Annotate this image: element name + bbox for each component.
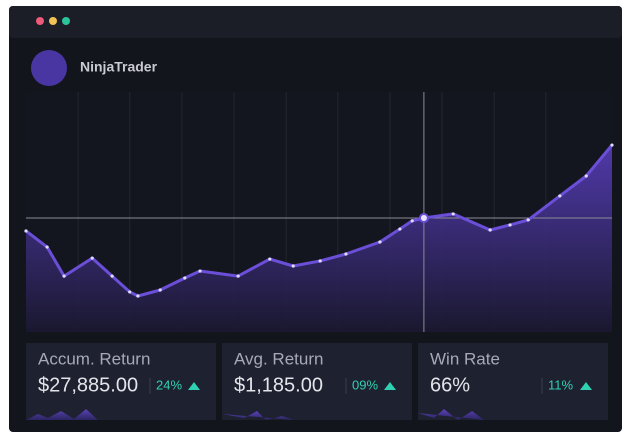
point xyxy=(584,174,588,178)
card-value: 66% xyxy=(430,374,470,396)
app-title: NinjaTrader xyxy=(80,59,158,75)
point xyxy=(558,194,562,198)
point xyxy=(236,274,240,278)
up-arrow xyxy=(188,382,200,390)
point xyxy=(378,240,382,244)
avatar[interactable] xyxy=(31,50,67,86)
stat-card[interactable]: Win Rate 66% 11% xyxy=(418,343,608,420)
up-arrow xyxy=(580,382,592,390)
point xyxy=(610,143,614,147)
point xyxy=(158,288,162,292)
minimize-dot[interactable] xyxy=(49,17,57,25)
point xyxy=(136,294,140,298)
line xyxy=(25,144,614,298)
point xyxy=(344,252,348,256)
point xyxy=(183,276,187,280)
card-change: 11% xyxy=(548,377,573,392)
point xyxy=(398,227,402,231)
card-change: 24% xyxy=(156,377,182,392)
maximize-dot[interactable] xyxy=(62,17,70,25)
point xyxy=(508,223,512,227)
point xyxy=(128,290,132,294)
card-value: $27,885.00 xyxy=(38,374,138,396)
point xyxy=(62,274,66,278)
card-value: $1,185.00 xyxy=(234,374,323,396)
point xyxy=(45,245,49,249)
up-arrow xyxy=(384,382,396,390)
point xyxy=(90,256,94,260)
point xyxy=(24,229,28,233)
sparkline xyxy=(26,409,98,420)
point xyxy=(110,274,114,278)
close-dot[interactable] xyxy=(36,17,44,25)
card-background xyxy=(26,343,216,420)
point xyxy=(488,228,492,232)
stat-cards: Accum. Return $27,885.00 24% Avg. Return $1,… xyxy=(26,343,608,420)
sparkline xyxy=(418,409,484,420)
chart xyxy=(24,92,614,332)
card-background xyxy=(418,343,608,420)
point xyxy=(318,259,322,263)
card-label: Win Rate xyxy=(430,349,500,368)
stat-card[interactable]: Accum. Return $27,885.00 24% xyxy=(26,343,216,420)
point xyxy=(198,269,202,273)
sparkline xyxy=(222,411,294,420)
stat-card[interactable]: Avg. Return $1,185.00 09% xyxy=(222,343,412,420)
card-label: Accum. Return xyxy=(38,349,150,368)
point xyxy=(268,257,272,261)
title-bar xyxy=(9,6,622,38)
card-label: Avg. Return xyxy=(234,349,323,368)
crosshair-point xyxy=(418,213,429,223)
point xyxy=(291,264,295,268)
card-change: 09% xyxy=(352,377,378,392)
point xyxy=(526,218,530,222)
point xyxy=(451,212,455,216)
point xyxy=(410,219,414,223)
card-background xyxy=(222,343,412,420)
